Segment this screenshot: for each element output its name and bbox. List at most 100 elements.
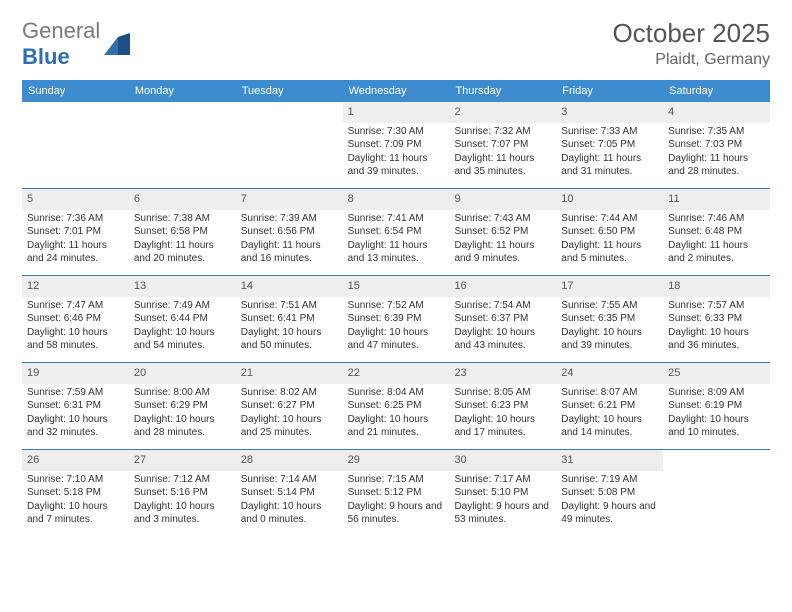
- day-cell: 27Sunrise: 7:12 AMSunset: 5:16 PMDayligh…: [129, 450, 236, 536]
- sunrise-line: Sunrise: 7:38 AM: [134, 212, 231, 226]
- daylight-line: Daylight: 10 hours and 25 minutes.: [241, 413, 338, 440]
- day-details: Sunrise: 7:32 AMSunset: 7:07 PMDaylight:…: [449, 125, 556, 183]
- dow-monday: Monday: [129, 80, 236, 102]
- sunset-line: Sunset: 7:01 PM: [27, 225, 124, 239]
- day-details: Sunrise: 7:43 AMSunset: 6:52 PMDaylight:…: [449, 212, 556, 270]
- sunset-line: Sunset: 6:29 PM: [134, 399, 231, 413]
- sunset-line: Sunset: 6:41 PM: [241, 312, 338, 326]
- empty-cell: .: [663, 450, 770, 536]
- empty-cell: .: [236, 102, 343, 188]
- day-cell: 13Sunrise: 7:49 AMSunset: 6:44 PMDayligh…: [129, 276, 236, 362]
- daylight-line: Daylight: 10 hours and 36 minutes.: [668, 326, 765, 353]
- day-details: Sunrise: 7:36 AMSunset: 7:01 PMDaylight:…: [22, 212, 129, 270]
- sunset-line: Sunset: 5:16 PM: [134, 486, 231, 500]
- dow-sunday: Sunday: [22, 80, 129, 102]
- daylight-line: Daylight: 10 hours and 17 minutes.: [454, 413, 551, 440]
- day-details: Sunrise: 7:38 AMSunset: 6:58 PMDaylight:…: [129, 212, 236, 270]
- sunrise-line: Sunrise: 7:30 AM: [348, 125, 445, 139]
- empty-cell: .: [22, 102, 129, 188]
- day-number: 16: [449, 276, 556, 297]
- sunset-line: Sunset: 7:03 PM: [668, 138, 765, 152]
- day-cell: 12Sunrise: 7:47 AMSunset: 6:46 PMDayligh…: [22, 276, 129, 362]
- sunset-line: Sunset: 6:21 PM: [561, 399, 658, 413]
- day-details: Sunrise: 7:15 AMSunset: 5:12 PMDaylight:…: [343, 473, 450, 531]
- daylight-line: Daylight: 10 hours and 39 minutes.: [561, 326, 658, 353]
- sunrise-line: Sunrise: 7:35 AM: [668, 125, 765, 139]
- day-number: 18: [663, 276, 770, 297]
- day-cell: 24Sunrise: 8:07 AMSunset: 6:21 PMDayligh…: [556, 363, 663, 449]
- empty-cell: .: [129, 102, 236, 188]
- sunrise-line: Sunrise: 7:39 AM: [241, 212, 338, 226]
- day-details: Sunrise: 7:10 AMSunset: 5:18 PMDaylight:…: [22, 473, 129, 531]
- day-number: 24: [556, 363, 663, 384]
- daylight-line: Daylight: 11 hours and 35 minutes.: [454, 152, 551, 179]
- daylight-line: Daylight: 9 hours and 56 minutes.: [348, 500, 445, 527]
- day-number: 19: [22, 363, 129, 384]
- daylight-line: Daylight: 10 hours and 28 minutes.: [134, 413, 231, 440]
- day-cell: 30Sunrise: 7:17 AMSunset: 5:10 PMDayligh…: [449, 450, 556, 536]
- day-details: Sunrise: 7:47 AMSunset: 6:46 PMDaylight:…: [22, 299, 129, 357]
- day-details: Sunrise: 8:00 AMSunset: 6:29 PMDaylight:…: [129, 386, 236, 444]
- day-number: 26: [22, 450, 129, 471]
- day-number: 21: [236, 363, 343, 384]
- dow-row: SundayMondayTuesdayWednesdayThursdayFrid…: [22, 80, 770, 102]
- daylight-line: Daylight: 10 hours and 3 minutes.: [134, 500, 231, 527]
- day-details: Sunrise: 7:46 AMSunset: 6:48 PMDaylight:…: [663, 212, 770, 270]
- sunrise-line: Sunrise: 7:47 AM: [27, 299, 124, 313]
- daylight-line: Daylight: 10 hours and 7 minutes.: [27, 500, 124, 527]
- day-details: Sunrise: 7:49 AMSunset: 6:44 PMDaylight:…: [129, 299, 236, 357]
- day-cell: 14Sunrise: 7:51 AMSunset: 6:41 PMDayligh…: [236, 276, 343, 362]
- header: General Blue October 2025 Plaidt, German…: [22, 18, 770, 70]
- sunrise-line: Sunrise: 7:49 AM: [134, 299, 231, 313]
- day-details: Sunrise: 7:39 AMSunset: 6:56 PMDaylight:…: [236, 212, 343, 270]
- sunset-line: Sunset: 6:50 PM: [561, 225, 658, 239]
- sunset-line: Sunset: 6:31 PM: [27, 399, 124, 413]
- dow-wednesday: Wednesday: [343, 80, 450, 102]
- dow-tuesday: Tuesday: [236, 80, 343, 102]
- day-details: Sunrise: 8:09 AMSunset: 6:19 PMDaylight:…: [663, 386, 770, 444]
- day-number: 20: [129, 363, 236, 384]
- day-number: 7: [236, 189, 343, 210]
- day-details: Sunrise: 8:07 AMSunset: 6:21 PMDaylight:…: [556, 386, 663, 444]
- sunset-line: Sunset: 6:39 PM: [348, 312, 445, 326]
- day-number: 3: [556, 102, 663, 123]
- sunrise-line: Sunrise: 8:07 AM: [561, 386, 658, 400]
- day-number: 11: [663, 189, 770, 210]
- sunrise-line: Sunrise: 7:51 AM: [241, 299, 338, 313]
- sunrise-line: Sunrise: 7:32 AM: [454, 125, 551, 139]
- day-cell: 22Sunrise: 8:04 AMSunset: 6:25 PMDayligh…: [343, 363, 450, 449]
- daylight-line: Daylight: 11 hours and 39 minutes.: [348, 152, 445, 179]
- day-number: 27: [129, 450, 236, 471]
- day-number: 22: [343, 363, 450, 384]
- sunset-line: Sunset: 7:05 PM: [561, 138, 658, 152]
- day-number: 6: [129, 189, 236, 210]
- daylight-line: Daylight: 10 hours and 47 minutes.: [348, 326, 445, 353]
- day-cell: 31Sunrise: 7:19 AMSunset: 5:08 PMDayligh…: [556, 450, 663, 536]
- day-cell: 23Sunrise: 8:05 AMSunset: 6:23 PMDayligh…: [449, 363, 556, 449]
- daylight-line: Daylight: 10 hours and 0 minutes.: [241, 500, 338, 527]
- sunrise-line: Sunrise: 8:04 AM: [348, 386, 445, 400]
- sunrise-line: Sunrise: 7:17 AM: [454, 473, 551, 487]
- day-details: Sunrise: 7:12 AMSunset: 5:16 PMDaylight:…: [129, 473, 236, 531]
- day-number: 25: [663, 363, 770, 384]
- day-details: Sunrise: 7:44 AMSunset: 6:50 PMDaylight:…: [556, 212, 663, 270]
- day-cell: 3Sunrise: 7:33 AMSunset: 7:05 PMDaylight…: [556, 102, 663, 188]
- sunset-line: Sunset: 6:19 PM: [668, 399, 765, 413]
- sunrise-line: Sunrise: 7:19 AM: [561, 473, 658, 487]
- sunrise-line: Sunrise: 7:15 AM: [348, 473, 445, 487]
- day-number: 17: [556, 276, 663, 297]
- sunset-line: Sunset: 5:12 PM: [348, 486, 445, 500]
- day-cell: 29Sunrise: 7:15 AMSunset: 5:12 PMDayligh…: [343, 450, 450, 536]
- day-number: 15: [343, 276, 450, 297]
- day-cell: 28Sunrise: 7:14 AMSunset: 5:14 PMDayligh…: [236, 450, 343, 536]
- day-details: Sunrise: 8:02 AMSunset: 6:27 PMDaylight:…: [236, 386, 343, 444]
- week-row: 5Sunrise: 7:36 AMSunset: 7:01 PMDaylight…: [22, 188, 770, 275]
- sunset-line: Sunset: 6:37 PM: [454, 312, 551, 326]
- week-row: 12Sunrise: 7:47 AMSunset: 6:46 PMDayligh…: [22, 275, 770, 362]
- location: Plaidt, Germany: [612, 51, 770, 69]
- day-number: 1: [343, 102, 450, 123]
- day-details: Sunrise: 7:35 AMSunset: 7:03 PMDaylight:…: [663, 125, 770, 183]
- day-number: 2: [449, 102, 556, 123]
- day-cell: 11Sunrise: 7:46 AMSunset: 6:48 PMDayligh…: [663, 189, 770, 275]
- day-cell: 10Sunrise: 7:44 AMSunset: 6:50 PMDayligh…: [556, 189, 663, 275]
